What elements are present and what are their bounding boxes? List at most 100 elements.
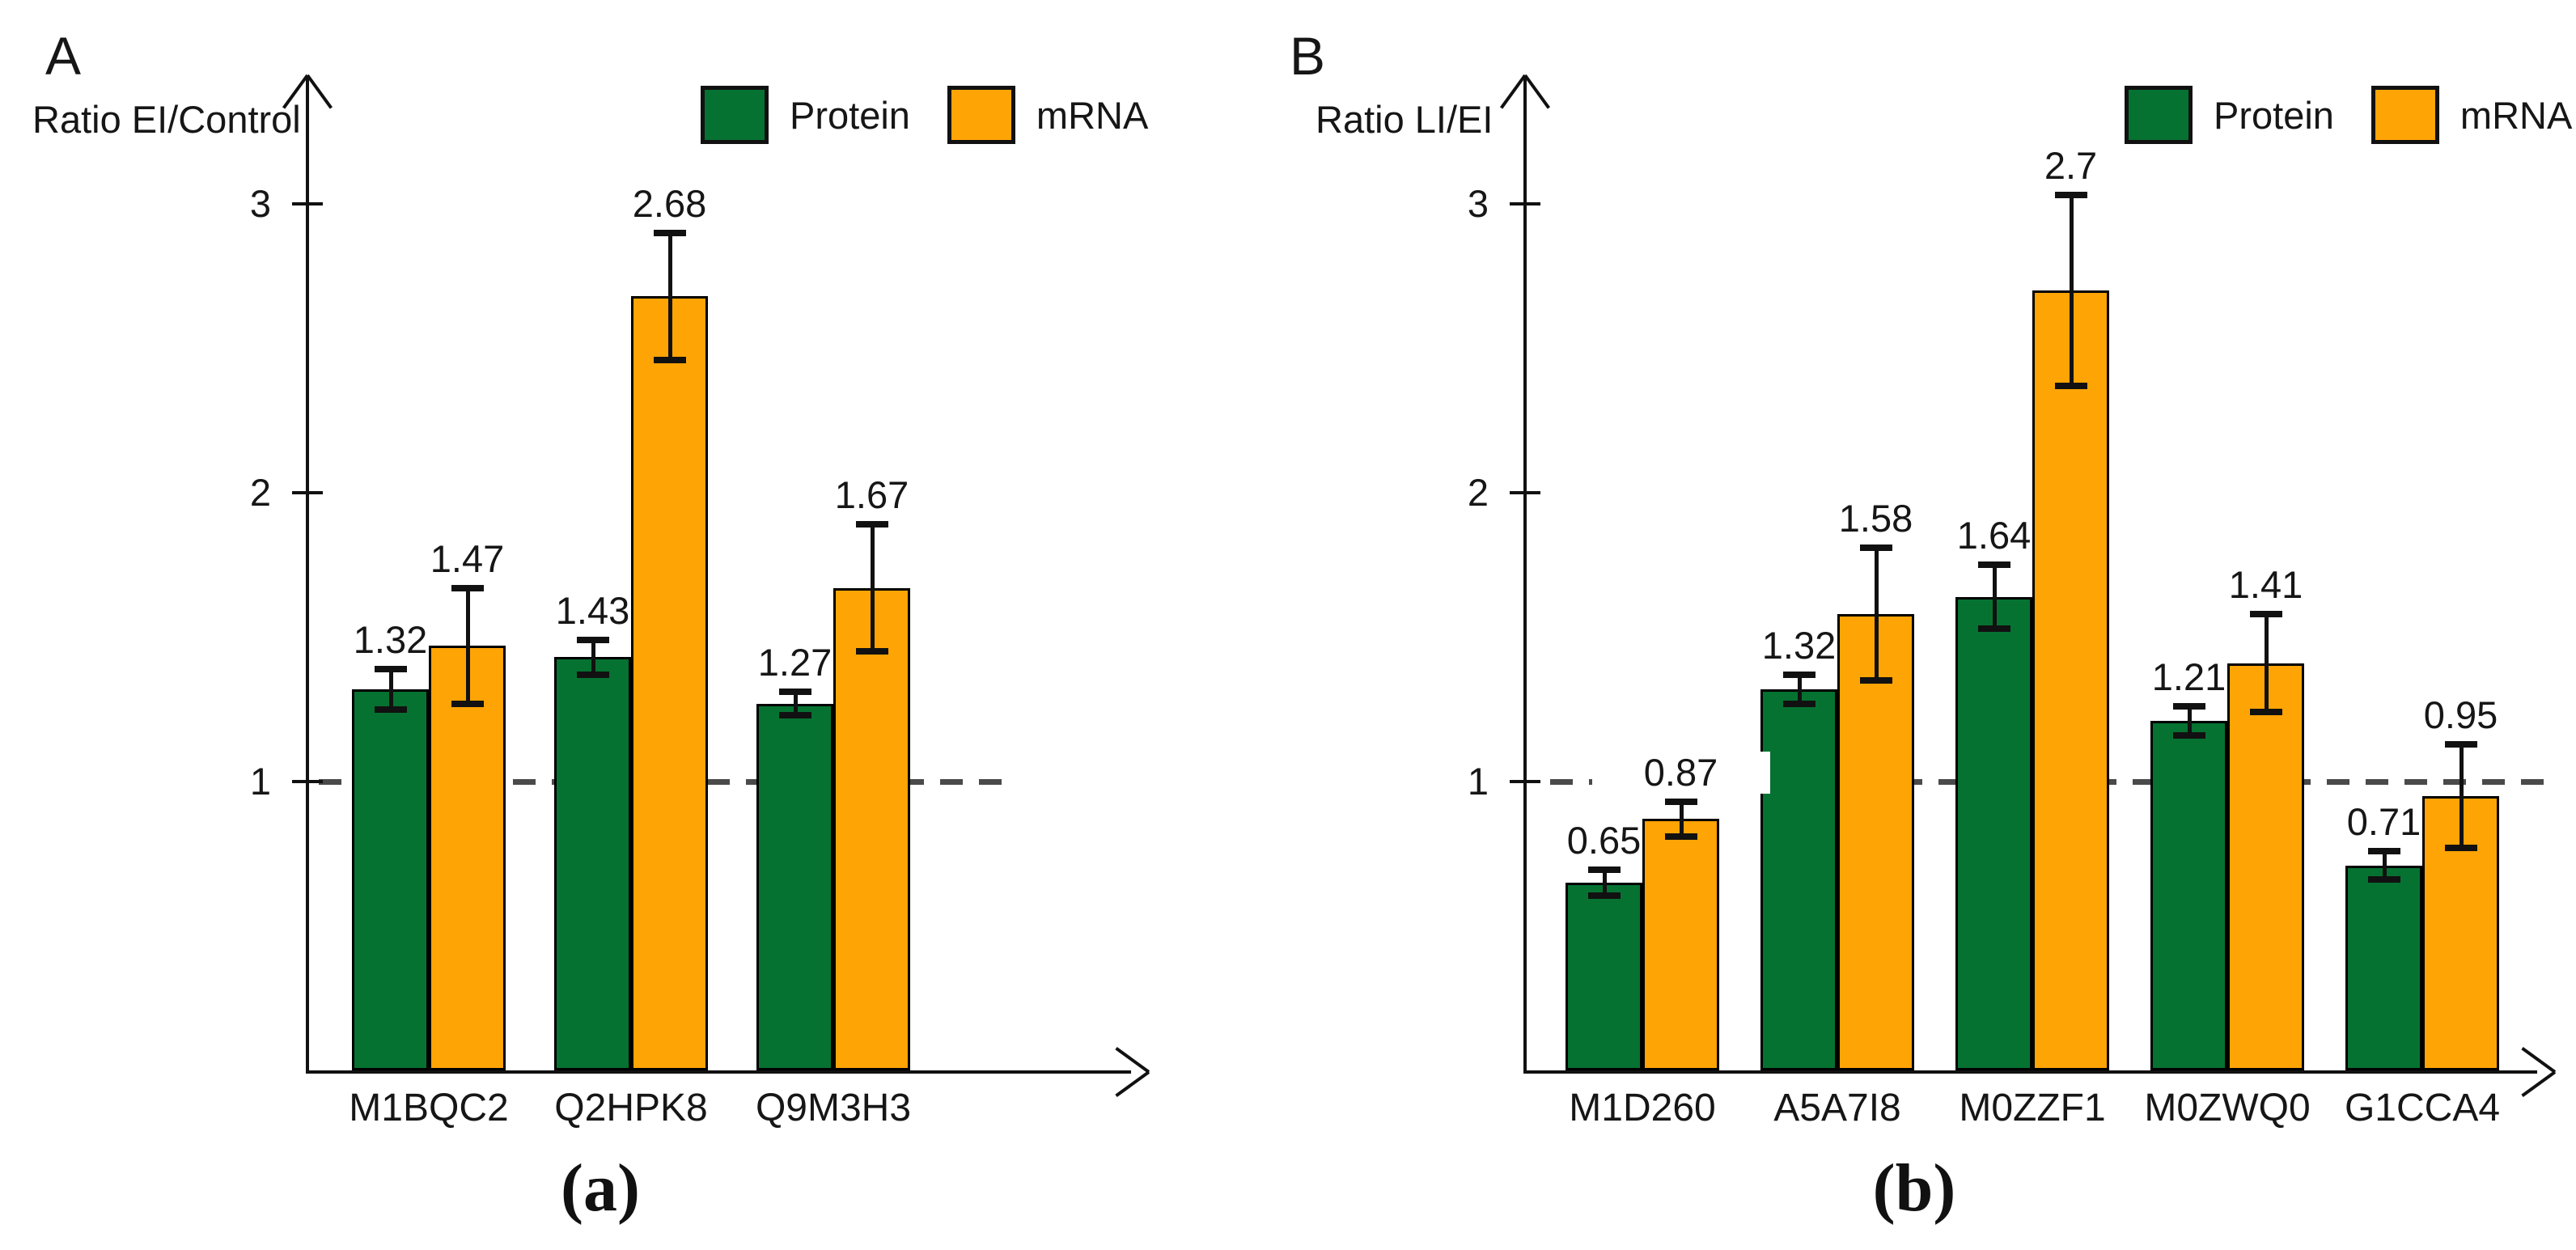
panel-b-error-bar-stem [2382,850,2387,880]
panel-b-y-axis-arrow-icon [1523,74,1551,109]
panel-b-x-axis-line [1525,1070,2537,1074]
panel-b-error-bar-stem [1797,674,1802,704]
panel-a-error-bar-cap-top [374,665,407,672]
panel-b-error-bar-cap-bottom [2054,382,2087,389]
protein-legend-swatch-icon [2125,86,2193,144]
panel-a-y-axis-line [306,77,309,1074]
panel-b-M1D260-mrna-bar [1642,819,1719,1070]
panel-a-error-bar-cap-top [451,584,484,591]
panel-a-x-axis-arrow-icon [1115,1070,1150,1098]
panel-a-caption: (a) [561,1150,640,1226]
panel-b-y-axis-line [1523,77,1527,1074]
panel-b-y-tick-mark [1510,202,1540,206]
panel-a-y-tick-mark [292,780,323,783]
panel-a-y-tick-label: 3 [249,182,271,225]
panel-a-error-bar-stem [870,524,875,652]
panel-b-A5A7I8-protein-value-label: 1.32 [1761,623,1837,667]
panel-b-x-axis-arrow-icon [2521,1046,2557,1074]
panel-b-error-bar-stem [1602,869,1607,896]
panel-b-error-bar-stem [2069,195,2074,386]
panel-b-error-bar-cap-bottom [1664,833,1697,840]
panel-b-M1D260-protein-bar [1566,882,1642,1070]
panel-b-error-bar-cap-top [2249,610,2282,617]
legend-item-protein: Protein [2125,86,2334,144]
panel-b-G1CCA4-mrna-value-label: 0.95 [2423,693,2498,736]
panel-a-Q2HPK8-protein-value-label: 1.43 [555,589,630,633]
panel-b-M0ZZF1-mrna-value-label: 2.7 [2044,144,2098,188]
panel-b-error-bar-cap-bottom [1859,677,1892,684]
panel-a-error-bar-stem [591,640,595,675]
legend-item-mrna: mRNA [2371,86,2572,144]
panel-b-category-label: G1CCA4 [2344,1087,2501,1129]
panel-a-Q2HPK8-protein-bar [554,657,631,1070]
panel-b-M1D260-mrna-value-label: 0.87 [1591,752,1770,794]
panel-b-error-bar-stem [2264,613,2269,713]
panel-b-y-axis-label: Ratio LI/EI [1316,98,1493,141]
panel-a-Q9M3H3-mrna-value-label: 1.67 [834,473,909,517]
panel-a-category-label: M1BQC2 [349,1087,509,1129]
panel-b-error-bar-cap-bottom [2249,709,2282,716]
panel-b-caption: (b) [1872,1150,1956,1226]
panel-b-error-bar-cap-top [1782,671,1815,678]
panel-b-error-bar-stem [2459,744,2464,849]
panel-a-M1BQC2-protein-value-label: 1.32 [353,617,428,661]
panel-a-y-tick-label: 2 [249,471,271,514]
panel-b-G1CCA4-protein-value-label: 0.71 [2346,799,2421,843]
panel-a-error-bar-stem [667,232,672,360]
panel-a-Q2HPK8-mrna-value-label: 2.68 [632,181,707,225]
panel-b-legend: Protein mRNA [2125,86,2572,144]
panel-a-error-bar-stem [388,668,393,710]
panel-a-M1BQC2-mrna-value-label: 1.47 [430,536,505,580]
panel-b-A5A7I8-protein-bar [1760,689,1837,1070]
panel-b-letter: B [1290,26,1326,86]
panel-a-y-tick-mark [292,491,323,494]
panel-a-Q9M3H3-protein-value-label: 1.27 [757,641,833,684]
panel-b-x-axis-arrow-icon [2521,1070,2557,1098]
panel-b-M0ZZF1-protein-value-label: 1.64 [1956,514,2032,557]
mrna-legend-swatch-icon [2371,86,2439,144]
panel-b-y-tick-mark [1510,780,1540,783]
panel-a-x-axis-arrow-icon [1115,1046,1150,1074]
panel-b-error-bar-stem [1679,801,1684,837]
panel-a-error-bar-cap-top [653,229,686,236]
panel-b-error-bar-stem [1992,565,1997,629]
panel-b-error-bar-cap-top [1664,798,1697,805]
panel-a-Q9M3H3-mrna-bar [833,587,910,1070]
panel-a-category-label: Q9M3H3 [755,1087,912,1129]
panel-b-category-label: M0ZZF1 [1959,1087,2106,1129]
panel-a-error-bar-stem [793,692,798,715]
panel-b-error-bar-cap-bottom [1587,892,1621,899]
panel-a-y-axis-arrow-icon [282,74,309,109]
panel-a-error-bar-cap-bottom [374,706,407,713]
panel-a-y-tick-label: 1 [249,760,271,803]
panel-b-error-bar-cap-bottom [2172,731,2205,739]
mrna-legend-label: mRNA [2459,93,2573,137]
panel-b-error-bar-cap-bottom [1977,625,2010,632]
panel-b-error-bar-cap-top [2172,703,2205,710]
panel-b-error-bar-cap-top [2054,192,2087,199]
panel-a-error-bar-cap-top [778,689,811,696]
panel-b-category-label: M1D260 [1569,1087,1716,1129]
panel-a-M1BQC2-protein-bar [352,689,429,1070]
panel-b-error-bar-stem [1874,547,1879,681]
panel-b-error-bar-cap-top [1977,561,2010,569]
panel-a-letter: A [45,26,82,86]
panel-a-error-bar-stem [465,587,470,704]
panel-b-M0ZWQ0-protein-bar [2150,721,2227,1070]
protein-legend-label: Protein [2214,93,2334,137]
panel-a-y-axis-label: Ratio EI/Control [32,98,301,141]
panel-b-M0ZZF1-protein-bar [1955,596,2032,1070]
panel-b-y-tick-mark [1510,491,1540,494]
panel-a-error-bar-cap-bottom [778,711,811,718]
panel-a-M1BQC2-mrna-bar [429,646,506,1070]
legend-item-protein: Protein [701,86,910,144]
panel-b-M0ZWQ0-mrna-value-label: 1.41 [2228,562,2303,606]
panel-b-error-bar-cap-top [2444,740,2477,748]
mrna-legend-label: mRNA [1036,93,1149,137]
panel-b-error-bar-cap-bottom [1782,700,1815,707]
panel-a-x-axis-line [307,1070,1131,1074]
panel-b-y-tick-label: 1 [1467,760,1489,803]
panel-b-y-tick-label: 2 [1467,471,1489,514]
panel-b-error-bar-cap-top [2367,847,2400,854]
